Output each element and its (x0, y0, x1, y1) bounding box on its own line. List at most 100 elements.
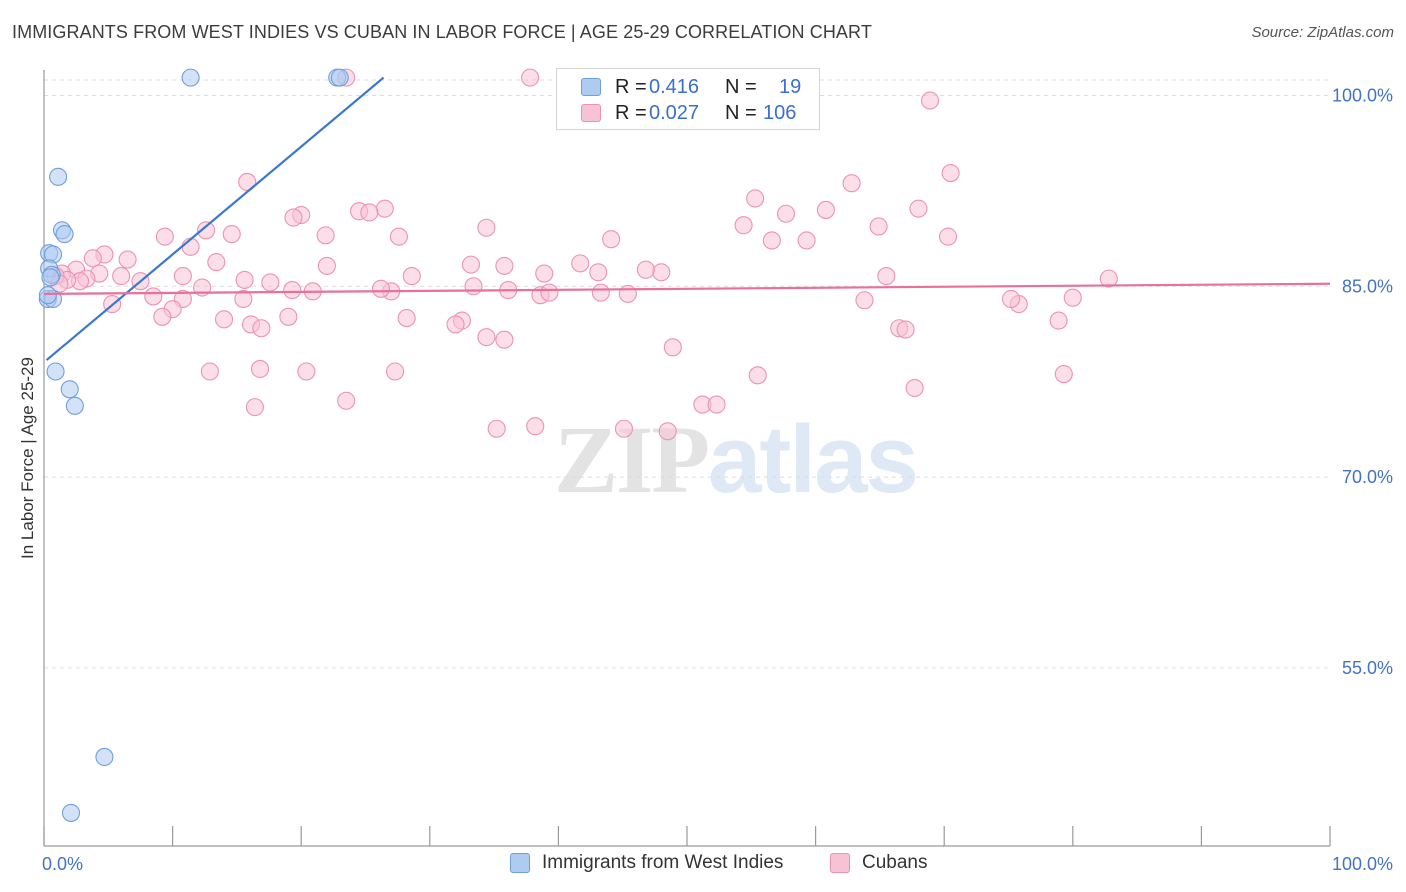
cubans-point (360, 203, 379, 222)
cubans-point (776, 204, 796, 223)
west-indies-point (46, 362, 65, 381)
watermark: ZIPatlas (554, 404, 919, 515)
cubans-point (636, 260, 655, 279)
y-tick-label: 70.0% (1342, 467, 1393, 487)
cubans-point (279, 307, 298, 326)
cubans-point (896, 320, 915, 339)
cubans-point (1002, 289, 1021, 309)
cubans-point (284, 208, 303, 227)
cubans-point (238, 172, 257, 191)
west-indies-points (38, 68, 349, 822)
west-indies-point (95, 747, 114, 767)
west-indies-point (61, 803, 81, 822)
west-indies-trend-line (45, 76, 385, 361)
west-indies-point (65, 396, 84, 415)
cubans-point (375, 199, 394, 218)
cubans-point (83, 249, 102, 268)
cubans-point (877, 267, 896, 286)
y-tick-label: 85.0% (1342, 276, 1393, 296)
r-label: R = (615, 102, 647, 124)
cubans-point (797, 231, 816, 250)
cubans-point (816, 200, 835, 219)
cubans-point (1063, 288, 1082, 307)
cubans-point (317, 256, 336, 275)
axes (43, 70, 1331, 847)
cubans-point (397, 309, 416, 328)
x-tick-label: 100.0% (1332, 854, 1393, 874)
cubans-point (316, 226, 335, 245)
cubans-point (602, 230, 621, 249)
source-label: Source: ZipAtlas.com (1251, 24, 1394, 41)
cubans-point (250, 359, 270, 379)
chart-title: IMMIGRANTS FROM WEST INDIES VS CUBAN IN … (12, 22, 872, 42)
y-tick-label: 100.0% (1332, 85, 1393, 105)
cubans-point (939, 227, 958, 246)
cubans-point (477, 328, 496, 347)
cubans-point (652, 263, 671, 282)
west-indies-legend-swatch (510, 853, 530, 873)
cubans-point (591, 283, 610, 302)
cubans-point (464, 277, 483, 296)
cubans-point (618, 284, 637, 303)
cubans-point (235, 270, 254, 289)
cubans-swatch (581, 104, 601, 122)
cubans-point (446, 315, 465, 334)
x-tick-label: 0.0% (42, 854, 83, 874)
n-value: 19 (779, 76, 802, 98)
cubans-point (521, 68, 540, 87)
cubans-point (526, 417, 545, 436)
cubans-point (153, 307, 172, 326)
cubans-point (173, 267, 192, 286)
legend-label: Cubans (862, 852, 928, 873)
cubans-point (540, 283, 559, 302)
cubans-point (371, 279, 390, 298)
cubans-point (762, 231, 781, 250)
cubans-point (144, 287, 163, 306)
cubans-point (402, 267, 421, 286)
watermark-atlas: atlas (708, 406, 919, 513)
cubans-point (155, 227, 174, 246)
cubans-point (386, 362, 405, 381)
cubans-point (535, 264, 554, 283)
cubans-point (112, 267, 131, 286)
cubans-point (746, 189, 765, 208)
west-indies-point (49, 167, 68, 186)
n-value: 106 (763, 102, 797, 124)
cubans-point (1049, 311, 1068, 330)
cubans-point (589, 263, 608, 282)
cubans-legend-swatch (830, 853, 850, 873)
cubans-point (571, 254, 590, 273)
cubans-point (234, 289, 253, 309)
cubans-point (663, 338, 682, 357)
watermark-zip: ZIP (554, 406, 710, 513)
cubans-point (297, 362, 316, 381)
cubans-point (196, 221, 216, 240)
west-indies-point (55, 225, 74, 244)
n-label: N = (725, 76, 757, 98)
cubans-point (389, 227, 408, 246)
cubans-point (337, 391, 356, 410)
stats-legend: R = 0.416 N = 19 R = 0.027 N = 106 (556, 68, 820, 130)
cubans-point (214, 310, 234, 329)
r-value: 0.416 (649, 76, 700, 98)
cubans-point (658, 422, 677, 441)
west-indies-point (330, 68, 349, 87)
cubans-point (905, 378, 924, 398)
cubans-point (869, 217, 888, 236)
cubans-point (261, 273, 280, 292)
cubans-point (245, 398, 264, 417)
cubans-point (222, 225, 241, 244)
cubans-point (283, 281, 302, 300)
x-tick-labels: 0.0% 100.0% (42, 854, 1393, 874)
cubans-point (461, 255, 481, 274)
r-label: R = (615, 76, 647, 98)
cubans-point (118, 250, 137, 269)
legend-label: Immigrants from West Indies (542, 852, 784, 873)
cubans-point (495, 330, 514, 349)
cubans-point (477, 218, 496, 237)
grid-lines (44, 79, 1330, 669)
y-tick-labels: 100.0% 85.0% 70.0% 55.0% (1332, 85, 1393, 677)
n-label: N = (725, 102, 757, 124)
west-indies-point (60, 380, 79, 399)
